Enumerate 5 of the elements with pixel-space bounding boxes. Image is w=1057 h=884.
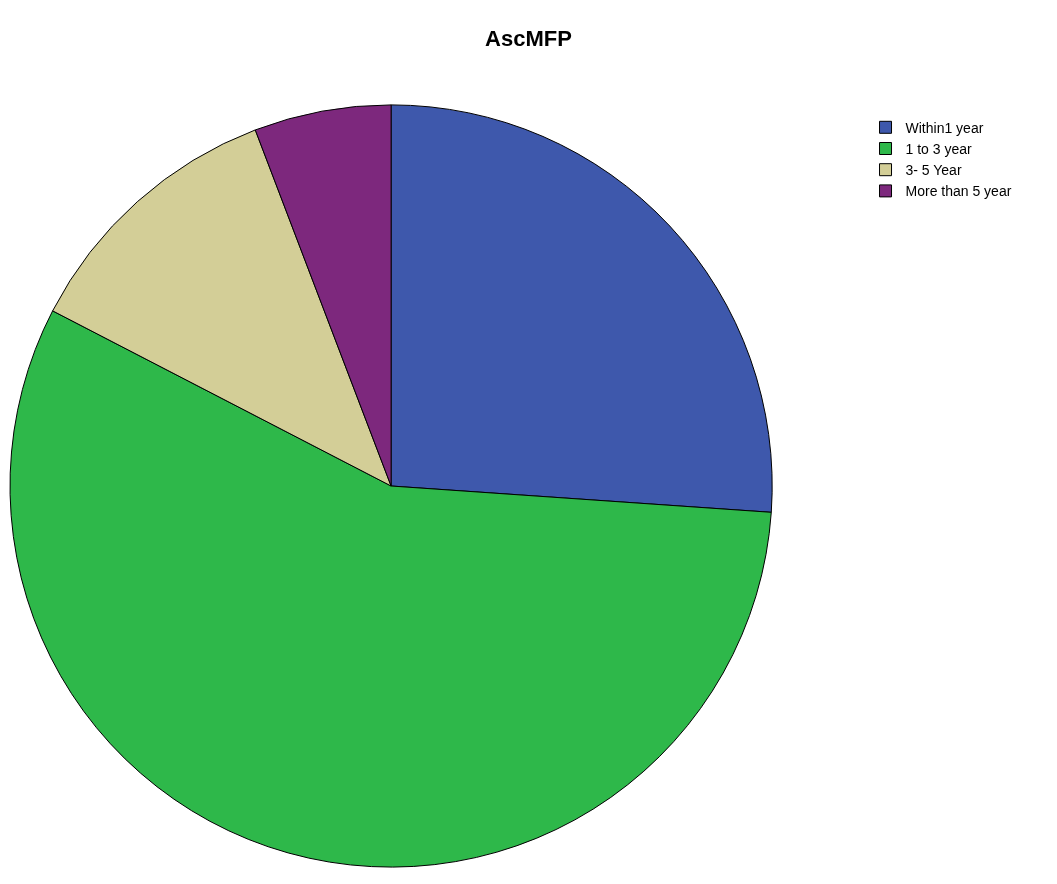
legend-label: More than 5 year xyxy=(905,183,1012,200)
chart-title: AscMFP xyxy=(485,26,572,52)
legend-label: 3- 5 Year xyxy=(905,162,962,179)
legend-label: 1 to 3 year xyxy=(905,140,973,157)
legend-label: Within1 year xyxy=(905,119,984,136)
